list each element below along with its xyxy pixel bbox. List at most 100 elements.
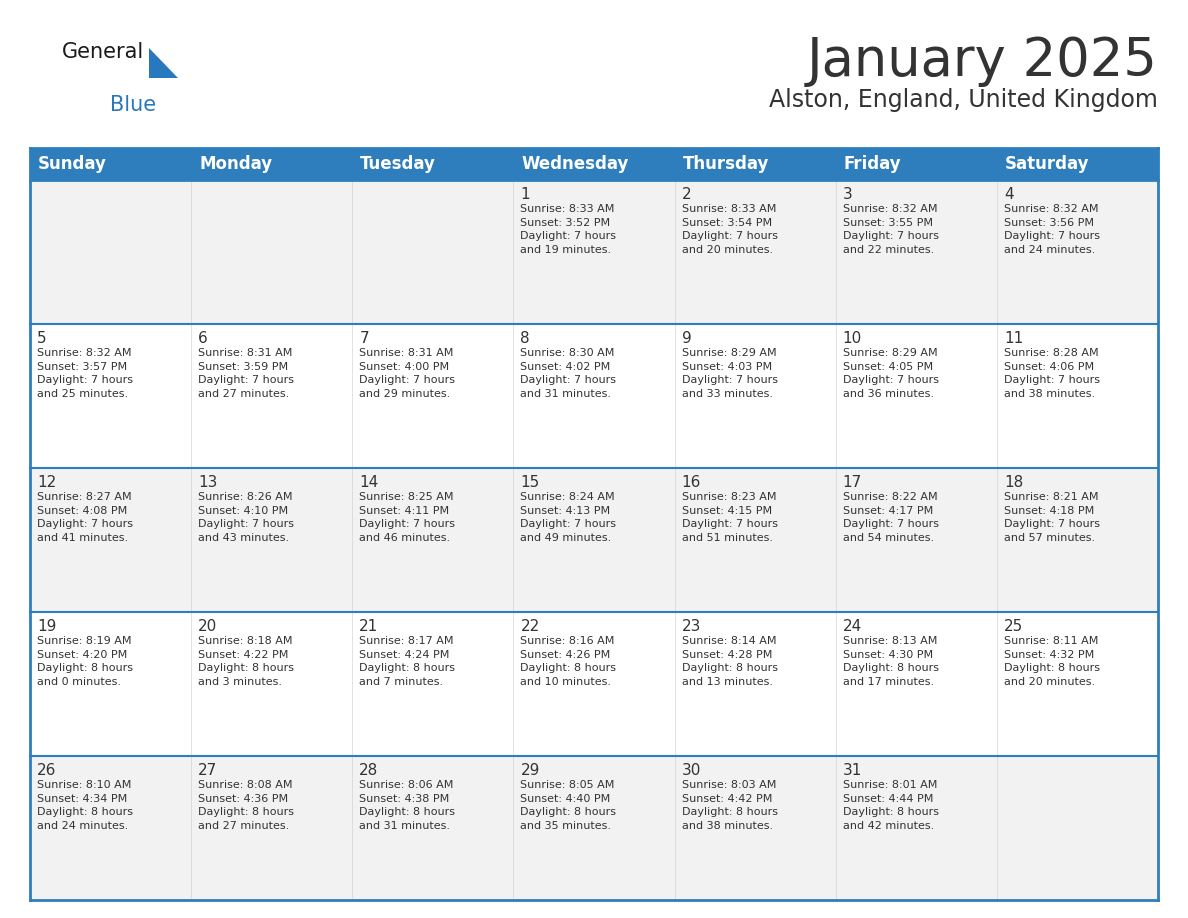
- Text: 14: 14: [359, 475, 379, 490]
- Text: 4: 4: [1004, 187, 1013, 202]
- Text: Sunrise: 8:21 AM
Sunset: 4:18 PM
Daylight: 7 hours
and 57 minutes.: Sunrise: 8:21 AM Sunset: 4:18 PM Dayligh…: [1004, 492, 1100, 543]
- Text: 30: 30: [682, 763, 701, 778]
- Text: 28: 28: [359, 763, 379, 778]
- Text: 6: 6: [198, 331, 208, 346]
- Text: Sunrise: 8:10 AM
Sunset: 4:34 PM
Daylight: 8 hours
and 24 minutes.: Sunrise: 8:10 AM Sunset: 4:34 PM Dayligh…: [37, 780, 133, 831]
- Bar: [191, 180, 353, 324]
- Polygon shape: [148, 48, 178, 78]
- Text: Sunrise: 8:33 AM
Sunset: 3:54 PM
Daylight: 7 hours
and 20 minutes.: Sunrise: 8:33 AM Sunset: 3:54 PM Dayligh…: [682, 204, 778, 255]
- Text: Sunrise: 8:11 AM
Sunset: 4:32 PM
Daylight: 8 hours
and 20 minutes.: Sunrise: 8:11 AM Sunset: 4:32 PM Dayligh…: [1004, 636, 1100, 687]
- Text: 29: 29: [520, 763, 539, 778]
- Text: 27: 27: [198, 763, 217, 778]
- Text: 7: 7: [359, 331, 369, 346]
- Bar: [835, 324, 997, 468]
- Text: Monday: Monday: [200, 155, 272, 173]
- Text: Sunrise: 8:25 AM
Sunset: 4:11 PM
Daylight: 7 hours
and 46 minutes.: Sunrise: 8:25 AM Sunset: 4:11 PM Dayligh…: [359, 492, 455, 543]
- Bar: [675, 324, 835, 468]
- Text: Sunrise: 8:19 AM
Sunset: 4:20 PM
Daylight: 8 hours
and 0 minutes.: Sunrise: 8:19 AM Sunset: 4:20 PM Dayligh…: [37, 636, 133, 687]
- Bar: [191, 324, 353, 468]
- Text: Sunrise: 8:23 AM
Sunset: 4:15 PM
Daylight: 7 hours
and 51 minutes.: Sunrise: 8:23 AM Sunset: 4:15 PM Dayligh…: [682, 492, 778, 543]
- Bar: [675, 468, 835, 612]
- Text: 19: 19: [37, 619, 56, 634]
- Text: 2: 2: [682, 187, 691, 202]
- Bar: [997, 612, 1158, 756]
- Text: 22: 22: [520, 619, 539, 634]
- Bar: [675, 756, 835, 900]
- Bar: [191, 756, 353, 900]
- Text: Sunrise: 8:18 AM
Sunset: 4:22 PM
Daylight: 8 hours
and 3 minutes.: Sunrise: 8:18 AM Sunset: 4:22 PM Dayligh…: [198, 636, 295, 687]
- Bar: [997, 148, 1158, 180]
- Text: 17: 17: [842, 475, 862, 490]
- Text: Sunrise: 8:29 AM
Sunset: 4:03 PM
Daylight: 7 hours
and 33 minutes.: Sunrise: 8:29 AM Sunset: 4:03 PM Dayligh…: [682, 348, 778, 398]
- Text: Sunday: Sunday: [38, 155, 107, 173]
- Bar: [353, 324, 513, 468]
- Text: 5: 5: [37, 331, 46, 346]
- Bar: [30, 148, 191, 180]
- Text: Sunrise: 8:03 AM
Sunset: 4:42 PM
Daylight: 8 hours
and 38 minutes.: Sunrise: 8:03 AM Sunset: 4:42 PM Dayligh…: [682, 780, 778, 831]
- Bar: [30, 612, 191, 756]
- Bar: [675, 148, 835, 180]
- Text: Sunrise: 8:30 AM
Sunset: 4:02 PM
Daylight: 7 hours
and 31 minutes.: Sunrise: 8:30 AM Sunset: 4:02 PM Dayligh…: [520, 348, 617, 398]
- Bar: [513, 180, 675, 324]
- Text: Sunrise: 8:14 AM
Sunset: 4:28 PM
Daylight: 8 hours
and 13 minutes.: Sunrise: 8:14 AM Sunset: 4:28 PM Dayligh…: [682, 636, 778, 687]
- Text: January 2025: January 2025: [807, 35, 1158, 87]
- Text: Sunrise: 8:26 AM
Sunset: 4:10 PM
Daylight: 7 hours
and 43 minutes.: Sunrise: 8:26 AM Sunset: 4:10 PM Dayligh…: [198, 492, 295, 543]
- Text: Sunrise: 8:06 AM
Sunset: 4:38 PM
Daylight: 8 hours
and 31 minutes.: Sunrise: 8:06 AM Sunset: 4:38 PM Dayligh…: [359, 780, 455, 831]
- Bar: [353, 612, 513, 756]
- Bar: [513, 148, 675, 180]
- Text: 13: 13: [198, 475, 217, 490]
- Bar: [835, 148, 997, 180]
- Text: Sunrise: 8:27 AM
Sunset: 4:08 PM
Daylight: 7 hours
and 41 minutes.: Sunrise: 8:27 AM Sunset: 4:08 PM Dayligh…: [37, 492, 133, 543]
- Bar: [191, 148, 353, 180]
- Bar: [353, 148, 513, 180]
- Text: 8: 8: [520, 331, 530, 346]
- Bar: [835, 612, 997, 756]
- Bar: [835, 180, 997, 324]
- Bar: [997, 756, 1158, 900]
- Bar: [675, 612, 835, 756]
- Text: General: General: [62, 42, 144, 62]
- Text: Sunrise: 8:24 AM
Sunset: 4:13 PM
Daylight: 7 hours
and 49 minutes.: Sunrise: 8:24 AM Sunset: 4:13 PM Dayligh…: [520, 492, 617, 543]
- Bar: [997, 180, 1158, 324]
- Text: Sunrise: 8:05 AM
Sunset: 4:40 PM
Daylight: 8 hours
and 35 minutes.: Sunrise: 8:05 AM Sunset: 4:40 PM Dayligh…: [520, 780, 617, 831]
- Text: 21: 21: [359, 619, 379, 634]
- Bar: [997, 468, 1158, 612]
- Text: 1: 1: [520, 187, 530, 202]
- Text: Sunrise: 8:32 AM
Sunset: 3:57 PM
Daylight: 7 hours
and 25 minutes.: Sunrise: 8:32 AM Sunset: 3:57 PM Dayligh…: [37, 348, 133, 398]
- Text: Alston, England, United Kingdom: Alston, England, United Kingdom: [769, 88, 1158, 112]
- Text: Friday: Friday: [843, 155, 902, 173]
- Bar: [513, 324, 675, 468]
- Text: Sunrise: 8:28 AM
Sunset: 4:06 PM
Daylight: 7 hours
and 38 minutes.: Sunrise: 8:28 AM Sunset: 4:06 PM Dayligh…: [1004, 348, 1100, 398]
- Bar: [191, 612, 353, 756]
- Text: 31: 31: [842, 763, 862, 778]
- Text: Sunrise: 8:13 AM
Sunset: 4:30 PM
Daylight: 8 hours
and 17 minutes.: Sunrise: 8:13 AM Sunset: 4:30 PM Dayligh…: [842, 636, 939, 687]
- Bar: [191, 468, 353, 612]
- Text: 25: 25: [1004, 619, 1023, 634]
- Bar: [997, 324, 1158, 468]
- Text: 18: 18: [1004, 475, 1023, 490]
- Text: Sunrise: 8:29 AM
Sunset: 4:05 PM
Daylight: 7 hours
and 36 minutes.: Sunrise: 8:29 AM Sunset: 4:05 PM Dayligh…: [842, 348, 939, 398]
- Bar: [513, 468, 675, 612]
- Bar: [353, 468, 513, 612]
- Text: 9: 9: [682, 331, 691, 346]
- Text: Sunrise: 8:31 AM
Sunset: 3:59 PM
Daylight: 7 hours
and 27 minutes.: Sunrise: 8:31 AM Sunset: 3:59 PM Dayligh…: [198, 348, 295, 398]
- Text: 24: 24: [842, 619, 862, 634]
- Text: Sunrise: 8:01 AM
Sunset: 4:44 PM
Daylight: 8 hours
and 42 minutes.: Sunrise: 8:01 AM Sunset: 4:44 PM Dayligh…: [842, 780, 939, 831]
- Bar: [30, 180, 191, 324]
- Bar: [30, 468, 191, 612]
- Text: Saturday: Saturday: [1005, 155, 1089, 173]
- Text: 15: 15: [520, 475, 539, 490]
- Text: 16: 16: [682, 475, 701, 490]
- Text: Sunrise: 8:32 AM
Sunset: 3:56 PM
Daylight: 7 hours
and 24 minutes.: Sunrise: 8:32 AM Sunset: 3:56 PM Dayligh…: [1004, 204, 1100, 255]
- Text: Thursday: Thursday: [683, 155, 769, 173]
- Bar: [353, 756, 513, 900]
- Bar: [353, 180, 513, 324]
- Text: Sunrise: 8:33 AM
Sunset: 3:52 PM
Daylight: 7 hours
and 19 minutes.: Sunrise: 8:33 AM Sunset: 3:52 PM Dayligh…: [520, 204, 617, 255]
- Bar: [675, 180, 835, 324]
- Text: Sunrise: 8:22 AM
Sunset: 4:17 PM
Daylight: 7 hours
and 54 minutes.: Sunrise: 8:22 AM Sunset: 4:17 PM Dayligh…: [842, 492, 939, 543]
- Text: Wednesday: Wednesday: [522, 155, 628, 173]
- Text: Sunrise: 8:08 AM
Sunset: 4:36 PM
Daylight: 8 hours
and 27 minutes.: Sunrise: 8:08 AM Sunset: 4:36 PM Dayligh…: [198, 780, 295, 831]
- Text: Sunrise: 8:16 AM
Sunset: 4:26 PM
Daylight: 8 hours
and 10 minutes.: Sunrise: 8:16 AM Sunset: 4:26 PM Dayligh…: [520, 636, 617, 687]
- Text: 11: 11: [1004, 331, 1023, 346]
- Bar: [513, 756, 675, 900]
